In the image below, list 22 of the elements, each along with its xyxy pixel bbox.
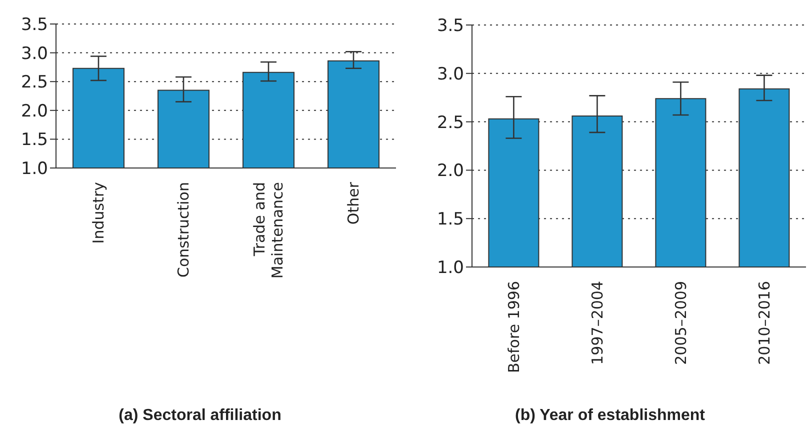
y-tick-label: 3.0 bbox=[436, 64, 464, 84]
y-tick-label: 3.0 bbox=[20, 44, 48, 64]
y-tick-label: 2.5 bbox=[436, 112, 464, 133]
y-tick-label: 1.5 bbox=[436, 210, 464, 230]
y-tick-label: 1.0 bbox=[436, 258, 464, 278]
x-tick-label: 1997–2004 bbox=[588, 281, 606, 365]
x-tick-label: 2010–2016 bbox=[755, 281, 774, 365]
y-tick-label: 2.0 bbox=[436, 161, 464, 182]
x-tick-label: Industry bbox=[90, 182, 108, 244]
x-tick-label: Other bbox=[344, 181, 362, 225]
x-tick-label: Before 1996 bbox=[504, 281, 523, 373]
text: (a) Sectoral affiliation bbox=[118, 407, 282, 425]
y-tick-label: 1.5 bbox=[20, 130, 48, 150]
y-tick-label: 1.0 bbox=[20, 159, 48, 180]
y-tick-label: 3.5 bbox=[20, 15, 48, 36]
x-tick-label: Construction bbox=[174, 182, 192, 278]
text: (b) Year of establishment bbox=[514, 407, 706, 425]
y-tick-label: 3.5 bbox=[436, 16, 464, 36]
x-tick-label: Trade and Maintenance bbox=[250, 182, 286, 279]
y-tick-label: 2.0 bbox=[20, 101, 48, 122]
x-tick-label: 2005–2009 bbox=[672, 281, 690, 365]
y-tick-label: 2.5 bbox=[20, 72, 48, 93]
